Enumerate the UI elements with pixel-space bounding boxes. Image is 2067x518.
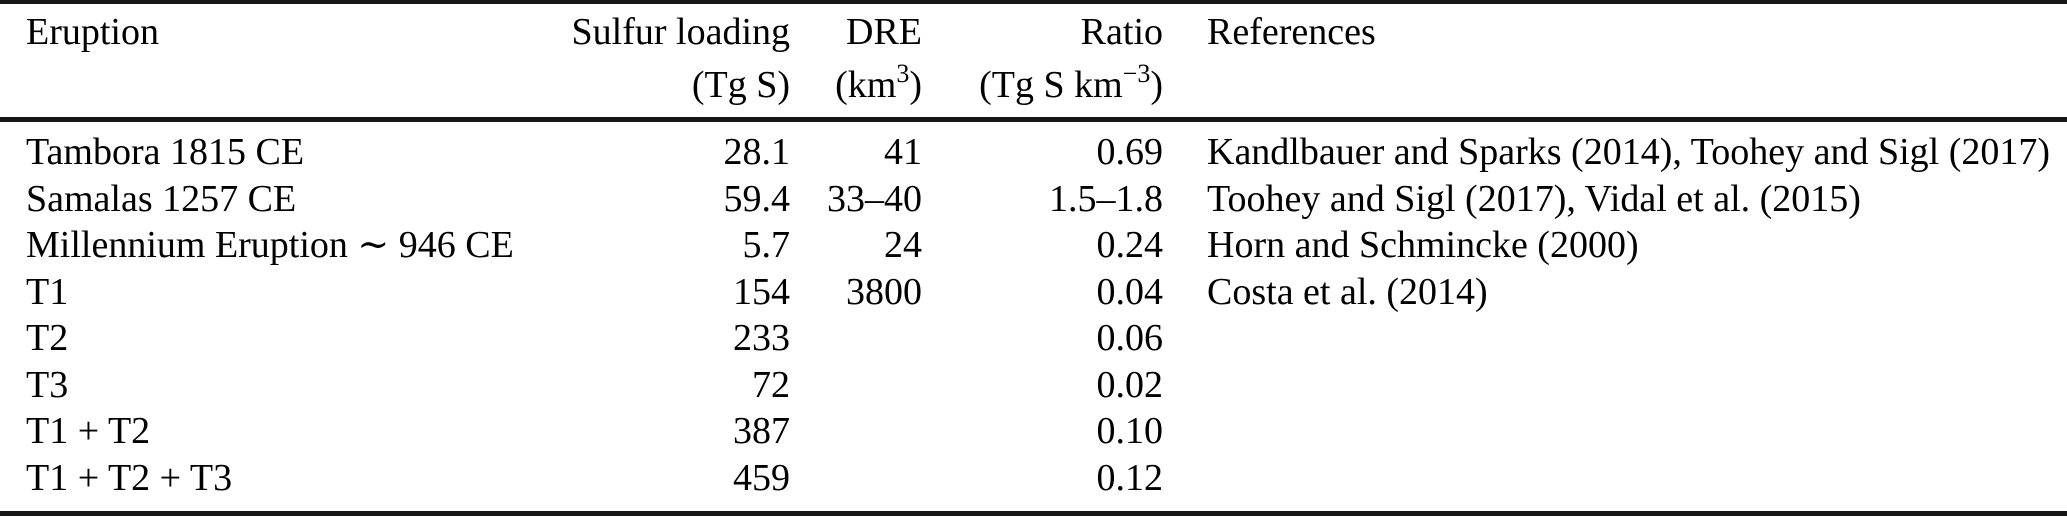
cell-sulfur-loading: 459 bbox=[733, 456, 790, 499]
cell-references bbox=[1163, 315, 2067, 362]
cell-references: Toohey and Sigl (2017), Vidal et al. (20… bbox=[1207, 177, 1861, 220]
column-header-references: References bbox=[1163, 4, 2067, 119]
cell-references: Costa et al. (2014) bbox=[1207, 270, 1488, 313]
cell-sulfur-loading: 5.7 bbox=[742, 224, 791, 266]
cell-references bbox=[1163, 455, 2067, 502]
cell-sulfur-loading: 28.1 bbox=[723, 131, 791, 173]
column-label: DRE bbox=[846, 11, 922, 53]
table-row: T1 + T2 + T3 459 0.12 bbox=[0, 455, 2067, 502]
unit-text: ) bbox=[1150, 64, 1163, 106]
unit-text: (km bbox=[835, 64, 897, 106]
table-row: T3 72 0.02 bbox=[0, 362, 2067, 409]
column-label: Eruption bbox=[26, 11, 159, 53]
cell-dre: 33–40 bbox=[827, 177, 922, 220]
table-row: T2 233 0.06 bbox=[0, 315, 2067, 362]
table-row: Tambora 1815 CE 28.1 41 0.69 Kandlbauer … bbox=[0, 119, 2067, 176]
cell-ratio: 0.06 bbox=[1096, 317, 1164, 359]
unit-text: (Tg S km bbox=[979, 64, 1123, 106]
cell-ratio: 0.24 bbox=[1096, 224, 1164, 266]
cell-references: Kandlbauer and Sparks (2014), Toohey and… bbox=[1207, 131, 2051, 173]
cell-dre bbox=[790, 362, 922, 409]
column-label: References bbox=[1207, 11, 1376, 53]
column-unit: (km3) bbox=[790, 59, 922, 112]
unit-superscript: 3 bbox=[896, 59, 910, 88]
cell-eruption: T1 + T2 bbox=[26, 410, 151, 452]
column-unit: (Tg S km−3) bbox=[922, 59, 1163, 112]
column-unit: (Tg S) bbox=[520, 59, 790, 112]
table-row: Samalas 1257 CE 59.4 33–40 1.5–1.8 Toohe… bbox=[0, 176, 2067, 223]
cell-eruption: T3 bbox=[26, 363, 69, 406]
cell-references bbox=[1163, 408, 2067, 455]
cell-sulfur-loading: 72 bbox=[752, 363, 790, 406]
cell-sulfur-loading: 59.4 bbox=[723, 177, 791, 220]
cell-eruption: Millennium Eruption ∼ 946 CE bbox=[26, 224, 514, 266]
cell-ratio: 0.12 bbox=[1096, 456, 1164, 499]
header-row: Eruption Sulfur loading (Tg S) DRE (km3)… bbox=[0, 4, 2067, 119]
table-header-rule bbox=[0, 117, 2067, 122]
cell-sulfur-loading: 154 bbox=[733, 270, 790, 313]
cell-dre: 41 bbox=[884, 131, 922, 173]
column-header-sulfur-loading: Sulfur loading (Tg S) bbox=[520, 4, 790, 119]
cell-ratio: 1.5–1.8 bbox=[1049, 177, 1163, 220]
cell-ratio: 0.02 bbox=[1096, 363, 1164, 406]
column-header-dre: DRE (km3) bbox=[790, 4, 922, 119]
table-row: Millennium Eruption ∼ 946 CE 5.7 24 0.24… bbox=[0, 222, 2067, 269]
cell-dre: 24 bbox=[884, 224, 922, 266]
cell-dre bbox=[790, 315, 922, 362]
cell-ratio: 0.69 bbox=[1096, 131, 1164, 173]
table-body: Tambora 1815 CE 28.1 41 0.69 Kandlbauer … bbox=[0, 119, 2067, 501]
eruption-sulfur-table: Eruption Sulfur loading (Tg S) DRE (km3)… bbox=[0, 4, 2067, 501]
cell-eruption: T1 bbox=[26, 270, 69, 313]
cell-eruption: T2 bbox=[26, 317, 69, 359]
table-bottom-rule bbox=[0, 511, 2067, 516]
cell-ratio: 0.04 bbox=[1096, 270, 1164, 313]
cell-references bbox=[1163, 362, 2067, 409]
cell-dre bbox=[790, 455, 922, 502]
cell-eruption: Samalas 1257 CE bbox=[26, 177, 297, 220]
table-row: T1 154 3800 0.04 Costa et al. (2014) bbox=[0, 269, 2067, 316]
cell-eruption: Tambora 1815 CE bbox=[26, 131, 305, 173]
unit-text: ) bbox=[909, 64, 922, 106]
unit-text: (Tg S) bbox=[691, 64, 790, 106]
table-header: Eruption Sulfur loading (Tg S) DRE (km3)… bbox=[0, 4, 2067, 119]
cell-eruption: T1 + T2 + T3 bbox=[26, 456, 233, 499]
table-top-rule bbox=[0, 0, 2067, 4]
cell-dre: 3800 bbox=[846, 270, 922, 313]
cell-dre bbox=[790, 408, 922, 455]
column-label: Sulfur loading bbox=[571, 11, 790, 53]
cell-ratio: 0.10 bbox=[1096, 410, 1164, 452]
column-label: Ratio bbox=[1080, 11, 1163, 53]
table-row: T1 + T2 387 0.10 bbox=[0, 408, 2067, 455]
column-header-eruption: Eruption bbox=[0, 4, 520, 119]
unit-superscript: −3 bbox=[1122, 59, 1151, 88]
column-header-ratio: Ratio (Tg S km−3) bbox=[922, 4, 1163, 119]
cell-references: Horn and Schmincke (2000) bbox=[1207, 224, 1639, 266]
cell-sulfur-loading: 387 bbox=[733, 410, 790, 452]
cell-sulfur-loading: 233 bbox=[733, 317, 790, 359]
